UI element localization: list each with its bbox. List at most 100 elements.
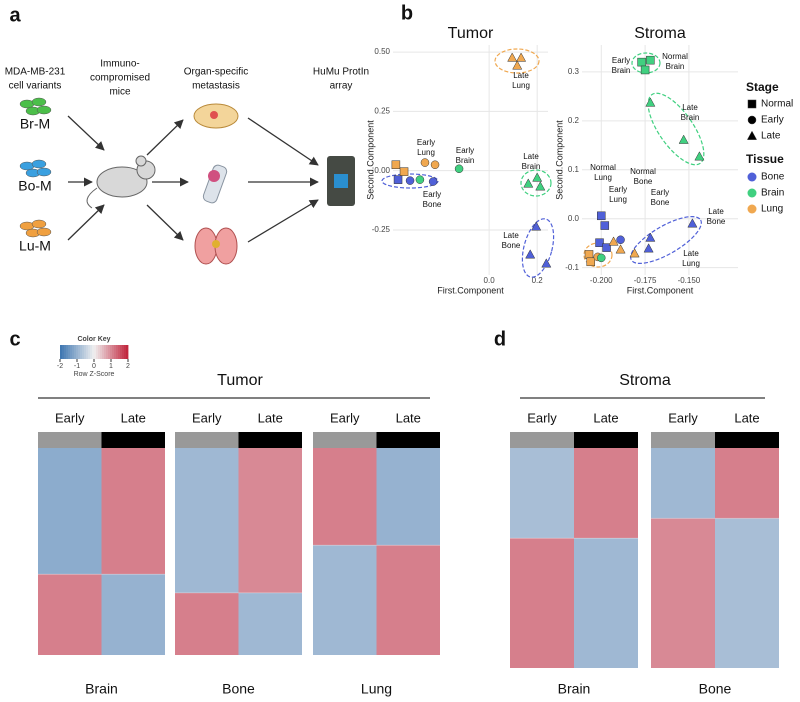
workflow-diagram xyxy=(67,103,355,265)
annotation: Bone xyxy=(423,200,442,209)
panel-title: Stroma xyxy=(619,372,671,389)
cell-icon xyxy=(36,105,52,115)
chart-title: Stroma xyxy=(634,25,686,42)
point xyxy=(393,175,403,184)
column-header: Early xyxy=(330,410,360,425)
panel-title: Tumor xyxy=(217,372,263,389)
annotation: Early xyxy=(417,138,435,147)
stage-bar xyxy=(510,432,574,448)
y-tick-label: 0.2 xyxy=(568,116,580,125)
legend-title: Stage xyxy=(746,80,779,94)
point xyxy=(678,134,689,144)
color-key-swatch xyxy=(60,345,63,359)
color-key-swatch xyxy=(88,345,91,359)
color-key-swatch xyxy=(104,345,107,359)
y-axis-label: Second.Component xyxy=(365,120,375,200)
y-tick-label: 0.3 xyxy=(568,67,580,76)
heat-block xyxy=(313,448,377,546)
annotation: Brain xyxy=(612,66,631,75)
color-key-tick-label: 1 xyxy=(109,363,113,370)
heat-block xyxy=(313,545,377,655)
x-tick-label: 0.0 xyxy=(484,276,496,285)
stage-bar xyxy=(313,432,377,448)
color-key-label: Row Z-Score xyxy=(74,371,115,378)
stage-bar xyxy=(376,432,440,448)
legend-marker xyxy=(746,130,758,140)
color-key-swatch xyxy=(78,345,81,359)
color-key-tick-label: -2 xyxy=(57,363,63,370)
point xyxy=(687,218,698,228)
annotation: Lung xyxy=(609,195,627,204)
point xyxy=(602,243,611,252)
color-key-swatch xyxy=(80,345,83,359)
point xyxy=(629,248,640,258)
plot-area xyxy=(582,45,738,275)
point xyxy=(535,181,546,191)
y-tick-label: -0.25 xyxy=(372,225,391,234)
color-key-swatch xyxy=(118,345,121,359)
column-header: Late xyxy=(593,410,618,425)
cell-icon xyxy=(31,159,47,169)
heat-block xyxy=(376,545,440,655)
brain-icon xyxy=(193,103,239,129)
panel-letter: c xyxy=(9,328,20,350)
step-header: metastasis xyxy=(192,81,240,92)
column-header: Late xyxy=(734,410,759,425)
heat-block xyxy=(238,448,302,593)
point xyxy=(454,164,464,174)
color-key-tick-label: -1 xyxy=(74,363,80,370)
cell-icon xyxy=(31,219,47,229)
stage-bar xyxy=(238,432,302,448)
annotation: Brain xyxy=(681,113,700,122)
point xyxy=(600,221,610,230)
heat-block xyxy=(175,592,239,655)
column-header: Early xyxy=(668,410,698,425)
heatmap-label: Bone xyxy=(222,681,255,697)
cluster-ellipse xyxy=(647,92,705,166)
point xyxy=(616,235,625,245)
legend-label: Late xyxy=(761,131,781,142)
step-header: Immuno- xyxy=(100,59,139,70)
column-header: Late xyxy=(396,410,421,425)
annotation: Late xyxy=(683,249,699,258)
cell-icon xyxy=(31,97,47,107)
color-key-swatch xyxy=(62,345,65,359)
point xyxy=(525,249,536,259)
heat-block xyxy=(101,448,165,575)
bone-icon xyxy=(202,164,228,204)
point xyxy=(643,243,654,253)
legend-marker xyxy=(747,99,757,109)
color-key-tick-label: 2 xyxy=(126,363,130,370)
x-axis-label: First.Component xyxy=(437,285,504,295)
stage-bar xyxy=(38,432,102,448)
panel-letter: b xyxy=(401,2,413,24)
point xyxy=(405,176,415,185)
color-key-swatch xyxy=(76,345,79,359)
panel-letter: d xyxy=(494,328,506,350)
step-header: HuMu ProtIn xyxy=(313,67,369,78)
annotation: Normal xyxy=(630,167,656,176)
plot-area xyxy=(393,45,548,275)
point xyxy=(584,250,594,259)
cluster-ellipse xyxy=(521,218,555,278)
point xyxy=(640,65,650,75)
color-key-swatch xyxy=(112,345,115,359)
annotation: Late xyxy=(503,231,519,240)
point xyxy=(399,167,409,176)
point xyxy=(523,178,534,188)
color-key-swatch xyxy=(102,345,105,359)
stage-bar xyxy=(651,432,715,448)
point xyxy=(645,232,656,242)
cluster-ellipse xyxy=(520,169,552,197)
annotation: Bone xyxy=(707,217,726,226)
annotation: Lung xyxy=(682,259,700,268)
point xyxy=(415,175,425,184)
point xyxy=(512,60,523,70)
color-key-swatch xyxy=(70,345,73,359)
color-key-swatch xyxy=(124,345,127,359)
heatmap-label: Lung xyxy=(361,681,392,697)
color-key-swatch xyxy=(90,345,93,359)
point xyxy=(507,52,518,62)
point xyxy=(391,160,401,169)
